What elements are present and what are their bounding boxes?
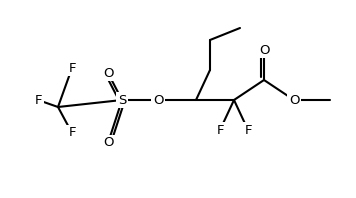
Text: S: S	[118, 93, 126, 107]
Text: F: F	[68, 127, 76, 140]
Text: F: F	[34, 93, 42, 107]
Text: F: F	[216, 124, 224, 136]
Text: O: O	[289, 93, 299, 107]
Text: O: O	[103, 136, 113, 149]
Text: O: O	[153, 93, 163, 107]
Text: O: O	[103, 67, 113, 80]
Text: F: F	[68, 62, 76, 74]
Text: O: O	[259, 44, 269, 56]
Text: F: F	[244, 124, 252, 136]
